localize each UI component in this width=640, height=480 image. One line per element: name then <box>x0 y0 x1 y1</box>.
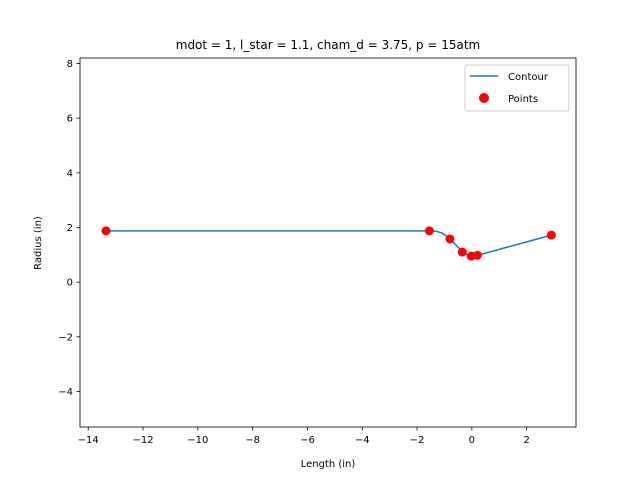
x-axis-title: Length (in) <box>301 459 356 470</box>
chart-title: mdot = 1, l_star = 1.1, cham_d = 3.75, p… <box>176 38 481 52</box>
x-tick-label: −10 <box>187 435 208 446</box>
x-tick-label: −14 <box>78 435 99 446</box>
data-point <box>457 247 467 257</box>
legend: Contour Points <box>464 64 570 112</box>
legend-label-contour: Contour <box>508 72 549 83</box>
data-point <box>472 250 482 260</box>
plot-area: −14 −12 −10 −8 −6 −4 −2 0 2 −4 −2 0 2 4 6 8 <box>58 57 577 446</box>
y-tick-label: −4 <box>58 387 73 398</box>
y-tick-label: 8 <box>67 59 73 70</box>
y-tick-label: 2 <box>67 223 73 234</box>
y-tick-label: −2 <box>58 332 73 343</box>
data-point <box>546 230 556 240</box>
data-point <box>101 226 111 236</box>
x-tick-label: −2 <box>410 435 425 446</box>
y-tick-label: 0 <box>67 278 73 289</box>
data-point <box>424 226 434 236</box>
x-tick-label: 2 <box>523 435 529 446</box>
axes-frame <box>79 57 577 428</box>
x-tick-label: −8 <box>245 435 260 446</box>
x-tick-label: 0 <box>469 435 475 446</box>
x-tick-label: −4 <box>355 435 370 446</box>
data-point <box>445 234 455 244</box>
x-tick-label: −12 <box>132 435 153 446</box>
legend-points-swatch <box>479 93 489 103</box>
x-tick-label: −6 <box>300 435 315 446</box>
y-tick-label: 6 <box>67 114 73 125</box>
y-axis-title: Radius (in) <box>33 216 44 270</box>
legend-label-points: Points <box>508 94 538 105</box>
y-tick-label: 4 <box>67 168 73 179</box>
